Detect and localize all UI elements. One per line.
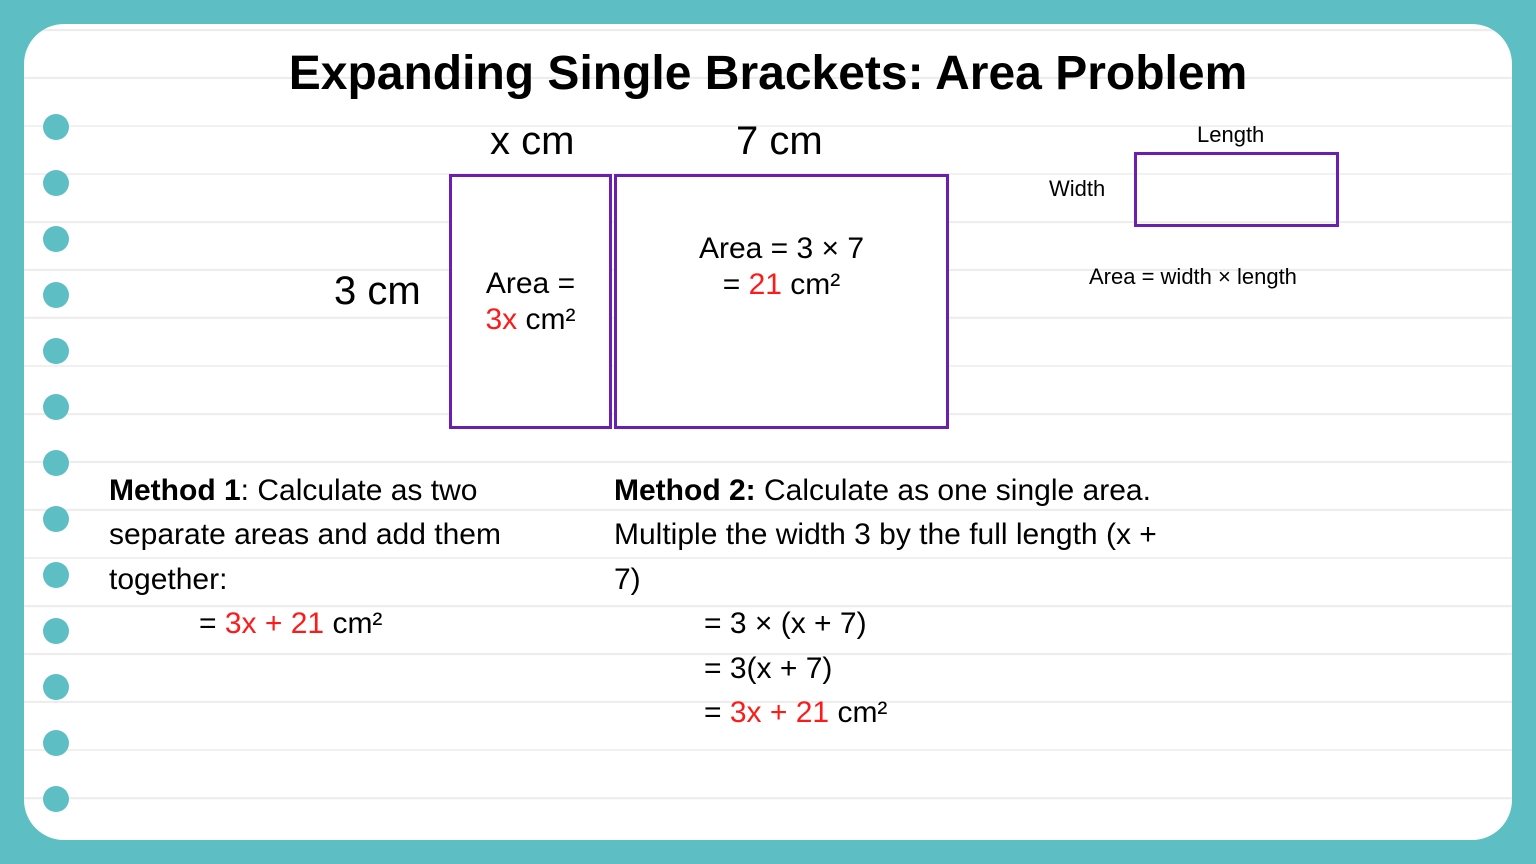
m1-eq-hl: 3x + 21 [225,607,324,640]
legend-formula: Area = width × length [1089,264,1297,290]
m2-eq-post: cm² [829,696,887,729]
rect-box-2: Area = 3 × 7 = 21 cm² [614,174,949,429]
rect-box-1: Area = 3x cm² [449,174,612,429]
box1-unit: cm² [517,303,575,336]
box1-top-label: x cm [490,119,574,164]
method-2: Method 2: Calculate as one single area. … [614,469,1174,735]
box2-line1: Area = 3 × 7 [699,232,864,266]
method1-eq: = 3x + 21 cm² [109,602,589,646]
m1-eq-pre: = [199,607,225,640]
box1-hl: 3x [485,303,517,336]
legend-rect [1134,152,1339,227]
m2-line3: = 3x + 21 cm² [614,691,1174,735]
m2-eq-hl: 3x + 21 [730,696,829,729]
m2-line1: = 3 × (x + 7) [614,602,1174,646]
box2-top-label: 7 cm [736,119,823,164]
binder-holes [43,114,69,812]
box2-hl: 21 [749,268,782,301]
m2-eq-pre: = [704,696,730,729]
box2-line2: = 21 cm² [723,268,841,302]
box1-line1: Area = [486,267,575,301]
method-1: Method 1: Calculate as two separate area… [109,469,589,647]
m1-eq-post: cm² [324,607,382,640]
box1-line2: 3x cm² [485,303,575,337]
legend-length: Length [1197,122,1264,148]
box2-unit: cm² [782,268,840,301]
legend-width: Width [1049,176,1105,202]
page-card: Expanding Single Brackets: Area Problem … [24,24,1512,840]
method1-label: Method 1 [109,474,241,507]
box2-eq: = [723,268,749,301]
method2-label: Method 2: [614,474,756,507]
height-label: 3 cm [334,269,421,314]
page-title: Expanding Single Brackets: Area Problem [24,46,1512,101]
m2-line2: = 3(x + 7) [614,647,1174,691]
